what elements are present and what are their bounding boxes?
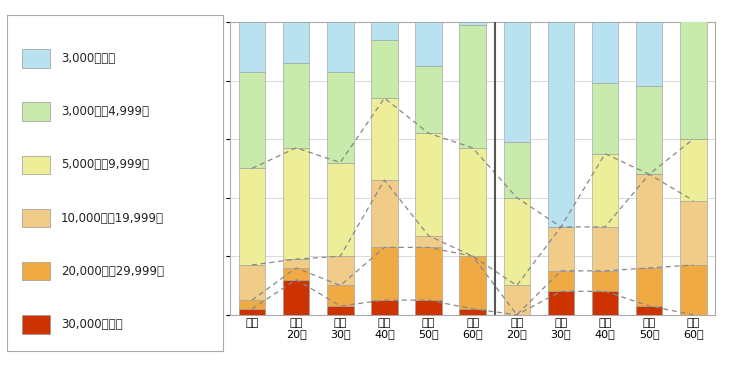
Bar [283, 22, 310, 63]
Bar [459, 309, 486, 315]
Bar [327, 256, 353, 285]
Bar [548, 271, 575, 291]
Bar [504, 142, 530, 198]
FancyBboxPatch shape [23, 156, 50, 174]
Bar [636, 268, 662, 306]
Bar [680, 0, 707, 139]
Bar [548, 22, 575, 227]
Bar [636, 306, 662, 315]
Bar [371, 300, 398, 315]
Bar [415, 133, 442, 236]
Bar [415, 300, 442, 315]
Bar [592, 271, 618, 291]
Bar [239, 309, 265, 315]
Bar [459, 256, 486, 309]
Text: 20,000円～29,999円: 20,000円～29,999円 [61, 265, 164, 278]
Bar [680, 139, 707, 201]
Bar [239, 72, 265, 168]
Bar [327, 163, 353, 256]
FancyBboxPatch shape [23, 49, 50, 68]
FancyBboxPatch shape [23, 209, 50, 227]
Bar [415, 236, 442, 247]
Bar [459, 22, 486, 25]
Bar [592, 154, 618, 227]
Bar [548, 227, 575, 271]
Bar [239, 168, 265, 265]
Bar [504, 198, 530, 285]
Bar [239, 265, 265, 300]
Bar [239, 22, 265, 72]
FancyBboxPatch shape [23, 102, 50, 121]
Bar [283, 268, 310, 280]
FancyBboxPatch shape [23, 262, 50, 280]
Bar [592, 83, 618, 154]
Bar [592, 291, 618, 315]
Bar [459, 148, 486, 256]
Bar [371, 98, 398, 180]
Text: 3,000円～4,999円: 3,000円～4,999円 [61, 105, 149, 118]
Bar [504, 285, 530, 315]
Bar [371, 40, 398, 98]
Bar [371, 247, 398, 300]
Bar [283, 280, 310, 315]
Bar [592, 227, 618, 271]
Bar [327, 285, 353, 306]
Text: 30,000円以上: 30,000円以上 [61, 318, 123, 331]
Bar [415, 66, 442, 133]
Bar [327, 22, 353, 72]
Bar [504, 22, 530, 142]
FancyBboxPatch shape [23, 315, 50, 334]
Bar [680, 201, 707, 265]
Bar [327, 306, 353, 315]
Bar [636, 22, 662, 86]
Bar [327, 72, 353, 163]
Bar [636, 174, 662, 268]
Bar [283, 259, 310, 268]
Bar [415, 247, 442, 300]
Bar [459, 25, 486, 148]
Bar [283, 63, 310, 148]
Text: 5,000円～9,999円: 5,000円～9,999円 [61, 158, 149, 171]
Bar [592, 22, 618, 83]
Bar [371, 180, 398, 247]
Bar [283, 148, 310, 259]
Bar [415, 22, 442, 66]
Bar [680, 265, 707, 315]
Bar [371, 22, 398, 40]
Bar [239, 300, 265, 309]
Text: 3,000円未満: 3,000円未満 [61, 52, 115, 65]
Bar [548, 291, 575, 315]
Text: 10,000円～19,999円: 10,000円～19,999円 [61, 212, 164, 224]
Bar [636, 86, 662, 174]
